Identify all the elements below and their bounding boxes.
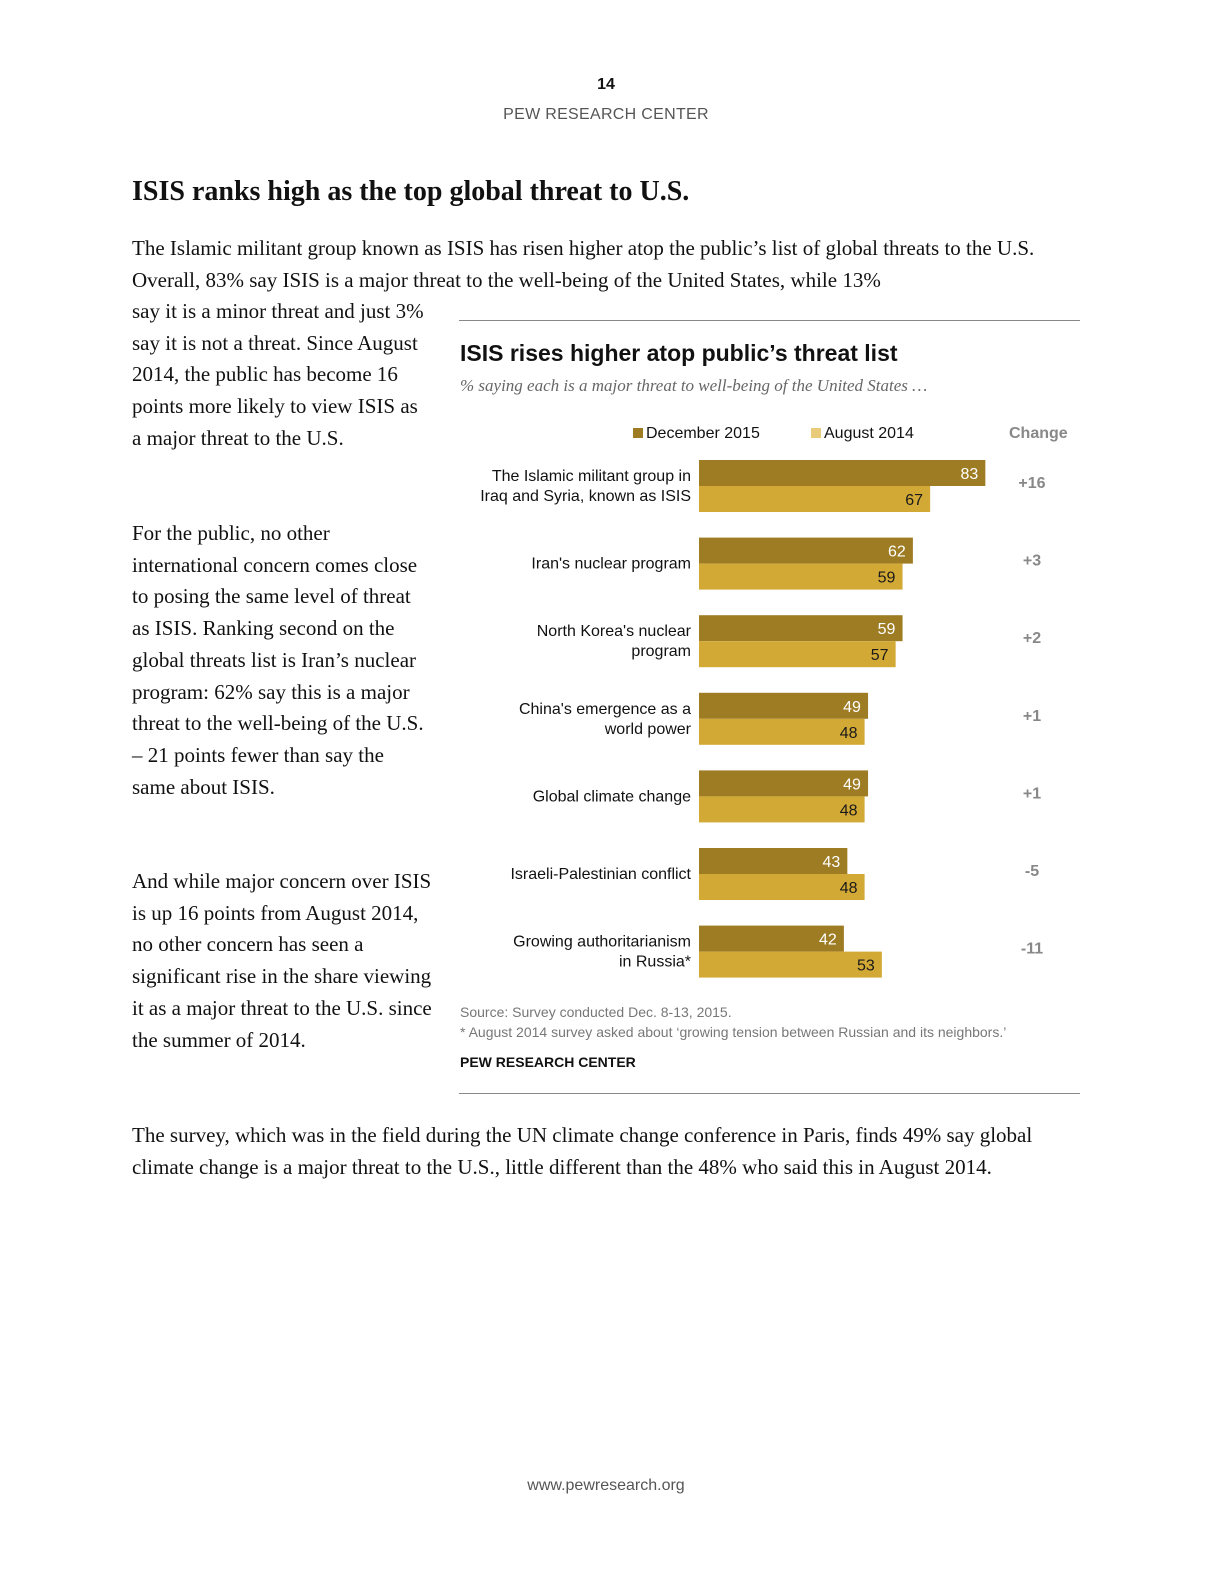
chart-footnote: * August 2014 survey asked about ‘growin… [460,1024,1007,1040]
bar-dec-2015 [699,848,848,874]
bar-dec-2015 [699,537,913,564]
bar-aug-2014 [699,486,931,512]
category-label: in Russia* [619,954,691,971]
change-value: +1 [1023,708,1041,725]
category-label: Iran's nuclear program [531,556,691,573]
footer-url: www.pewresearch.org [527,1477,685,1494]
category-label: Iraq and Syria, known as ISIS [480,488,691,505]
bar-value-label: 57 [871,647,889,664]
bar-value-label: 83 [960,466,978,483]
chart-source: Source: Survey conducted Dec. 8-13, 2015… [460,1004,732,1020]
page-number: 14 [597,76,615,93]
category-label: program [631,643,691,660]
chart-subtitle: % saying each is a major threat to well-… [460,376,928,395]
legend-swatch-0 [633,428,643,438]
bar-value-label: 59 [878,570,896,587]
change-value: +2 [1023,630,1041,647]
third-paragraph: And while major concern over ISIS is up … [132,869,432,1052]
legend-label-1: August 2014 [824,425,914,442]
chart-bottom-rule [459,1093,1080,1094]
chart-org-name: PEW RESEARCH CENTER [460,1054,636,1070]
bar-value-label: 53 [857,958,875,975]
second-paragraph: For the public, no other international c… [132,521,424,799]
bar-value-label: 49 [843,776,861,793]
bar-value-label: 59 [878,621,896,638]
bar-dec-2015 [699,925,844,952]
change-value: +1 [1023,785,1041,802]
category-label: North Korea's nuclear [537,623,692,640]
change-value: -11 [1021,941,1043,958]
chart-top-rule [459,320,1080,321]
bar-aug-2014 [699,641,896,668]
change-value: -5 [1025,863,1039,880]
change-value: +3 [1023,553,1041,570]
legend-label-0: December 2015 [646,425,760,442]
bar-dec-2015 [699,692,869,719]
category-label: Growing authoritarianism [513,934,691,951]
bar-value-label: 48 [840,880,858,897]
bar-value-label: 48 [840,725,858,742]
bar-value-label: 62 [888,544,906,561]
bar-dec-2015 [699,615,903,642]
bar-aug-2014 [699,563,903,590]
change-header: Change [1009,425,1068,442]
legend-swatch-1 [811,428,821,438]
bar-value-label: 43 [822,854,840,871]
bar-aug-2014 [699,874,865,900]
intro-paragraph: The Islamic militant group known as ISIS… [132,236,1035,292]
change-value: +16 [1018,475,1045,492]
category-label: Global climate change [533,788,691,805]
category-label: China's emergence as a [519,701,691,718]
intro-paragraph-continued: say it is a minor threat and just 3% say… [132,299,424,450]
bar-aug-2014 [699,796,865,823]
category-label: world power [604,721,692,738]
bar-aug-2014 [699,718,865,745]
bar-aug-2014 [699,951,882,978]
bar-value-label: 42 [819,932,837,949]
bar-dec-2015 [699,770,869,797]
category-label: Israeli-Palestinian conflict [510,866,691,883]
bar-chart: December 2015 August 2014 Change The Islami… [480,425,1068,978]
chart-panel: ISIS rises higher atop public’s threat l… [459,320,1080,1094]
header-org-name: PEW RESEARCH CENTER [503,106,709,123]
final-paragraph: The survey, which was in the field durin… [132,1123,1033,1179]
bar-dec-2015 [699,460,986,486]
bar-value-label: 48 [840,802,858,819]
bar-value-label: 49 [843,699,861,716]
category-label: The Islamic militant group in [492,468,691,485]
article-heading: ISIS ranks high as the top global threat… [132,176,690,207]
bar-value-label: 67 [905,492,923,509]
chart-title: ISIS rises higher atop public’s threat l… [460,340,898,366]
